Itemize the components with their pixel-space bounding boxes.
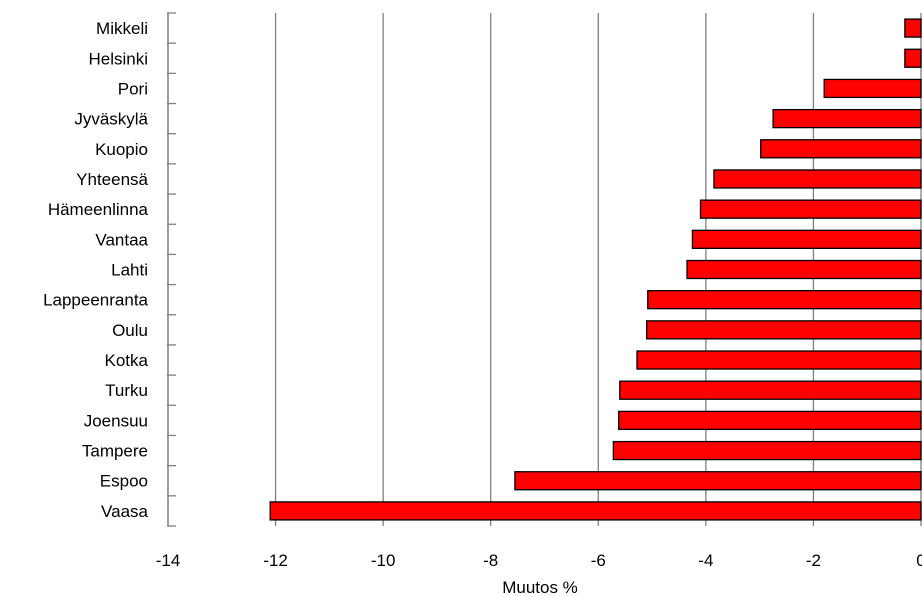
bars: [269, 18, 922, 521]
bar: [619, 380, 922, 400]
bar: [713, 169, 922, 189]
category-label: Tampere: [82, 442, 148, 461]
bar: [646, 320, 922, 340]
bar: [699, 199, 922, 219]
bar: [647, 290, 922, 310]
bar: [691, 229, 922, 249]
bar: [904, 48, 922, 68]
x-tick-label: -6: [591, 551, 606, 570]
bar: [636, 350, 922, 370]
category-labels: Mikkeli Helsinki Pori Jyväskylä Kuopio Yhteen…: [43, 19, 148, 521]
category-label: Pori: [118, 79, 148, 98]
category-label: Mikkeli: [96, 19, 148, 38]
bar: [612, 440, 922, 461]
category-label: Vaasa: [101, 502, 148, 521]
bar: [514, 471, 922, 491]
bar: [904, 18, 922, 38]
bar: [618, 410, 922, 431]
bar: [269, 501, 922, 521]
x-tick-label: -14: [156, 551, 181, 570]
x-tick-label: 0: [916, 551, 922, 570]
category-label: Vantaa: [95, 230, 148, 249]
x-tick-label: -2: [806, 551, 821, 570]
category-label: Jyväskylä: [74, 110, 148, 129]
bar: [823, 78, 922, 99]
bar: [686, 259, 922, 280]
bar: [772, 108, 922, 129]
category-label: Helsinki: [88, 49, 148, 68]
x-tick-labels: -14 -12 -10 -8 -6 -4 -2 0: [156, 551, 922, 570]
category-label: Lahti: [111, 261, 148, 280]
category-label: Espoo: [100, 472, 148, 491]
x-tick-label: -10: [371, 551, 396, 570]
category-label: Kuopio: [95, 140, 148, 159]
category-label: Oulu: [112, 321, 148, 340]
x-tick-label: -8: [483, 551, 498, 570]
category-label: Joensuu: [84, 411, 148, 430]
category-label: Lappeenranta: [43, 291, 148, 310]
x-tick-label: -4: [698, 551, 713, 570]
category-label: Turku: [105, 381, 148, 400]
bar: [760, 139, 922, 159]
x-tick-label: -12: [263, 551, 288, 570]
x-axis-title: Muutos %: [502, 578, 578, 597]
category-label: Kotka: [105, 351, 149, 370]
category-label: Hämeenlinna: [48, 200, 149, 219]
category-label: Yhteensä: [76, 170, 148, 189]
